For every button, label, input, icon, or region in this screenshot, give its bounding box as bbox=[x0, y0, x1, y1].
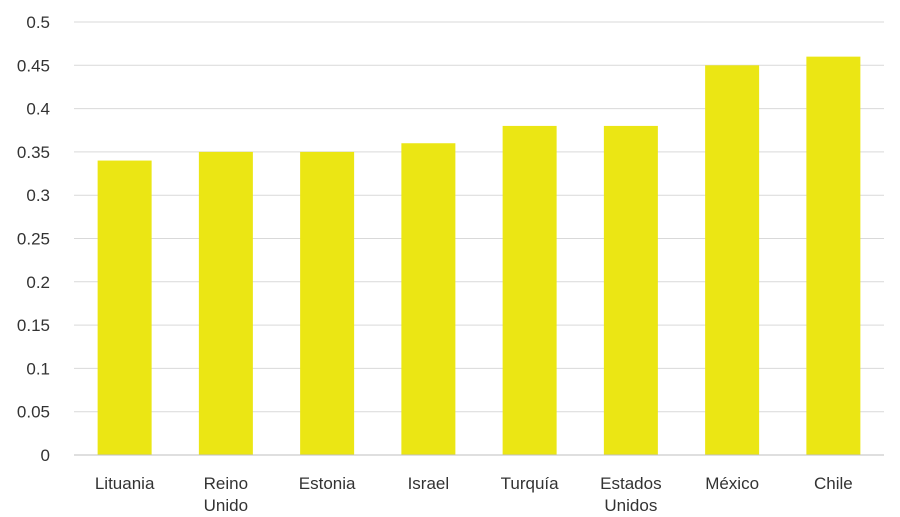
bar bbox=[603, 125, 658, 456]
y-tick-label: 0.1 bbox=[26, 359, 50, 378]
y-axis-tick-labels: 0 0.05 0.1 0.15 0.2 0.25 0.3 0.35 0.4 0.45 0.5 bbox=[17, 13, 50, 465]
bar bbox=[97, 160, 152, 455]
x-category-label: Estados Unidos bbox=[600, 474, 661, 515]
bar bbox=[502, 125, 557, 456]
x-category-label: México bbox=[705, 474, 759, 493]
x-category-label: Reino Unido bbox=[204, 474, 248, 515]
x-category-label-line: Reino bbox=[204, 474, 248, 493]
bar bbox=[198, 151, 253, 455]
x-category-label-line: Israel bbox=[408, 474, 450, 493]
x-category-label-line: México bbox=[705, 474, 759, 493]
x-category-label-line: Unido bbox=[204, 496, 248, 515]
x-category-label-line: Estonia bbox=[299, 474, 356, 493]
bar bbox=[705, 65, 760, 456]
y-tick-label: 0.05 bbox=[17, 403, 50, 422]
y-tick-label: 0.4 bbox=[26, 100, 50, 119]
x-category-label: Estonia bbox=[299, 474, 356, 493]
bar bbox=[806, 56, 861, 455]
x-category-label: Chile bbox=[814, 474, 853, 493]
x-category-label: Lituania bbox=[95, 474, 155, 493]
x-axis-category-labels: Lituania Reino Unido Estonia Israel Turquía Es… bbox=[95, 474, 853, 515]
y-tick-label: 0.2 bbox=[26, 273, 50, 292]
y-tick-label: 0.5 bbox=[26, 13, 50, 32]
y-tick-label: 0.3 bbox=[26, 186, 50, 205]
x-category-label-line: Chile bbox=[814, 474, 853, 493]
x-category-label: Israel bbox=[408, 474, 450, 493]
y-tick-label: 0.25 bbox=[17, 230, 50, 249]
bar bbox=[300, 151, 355, 455]
x-category-label-line: Turquía bbox=[501, 474, 560, 493]
bar bbox=[401, 143, 456, 456]
x-category-label-line: Estados bbox=[600, 474, 661, 493]
bars bbox=[97, 56, 861, 456]
x-category-label-line: Unidos bbox=[604, 496, 657, 515]
x-category-label: Turquía bbox=[501, 474, 560, 493]
y-tick-label: 0.15 bbox=[17, 316, 50, 335]
gridlines bbox=[74, 21, 884, 413]
y-tick-label: 0 bbox=[41, 446, 50, 465]
y-tick-label: 0.35 bbox=[17, 143, 50, 162]
y-tick-label: 0.45 bbox=[17, 56, 50, 75]
x-category-label-line: Lituania bbox=[95, 474, 155, 493]
